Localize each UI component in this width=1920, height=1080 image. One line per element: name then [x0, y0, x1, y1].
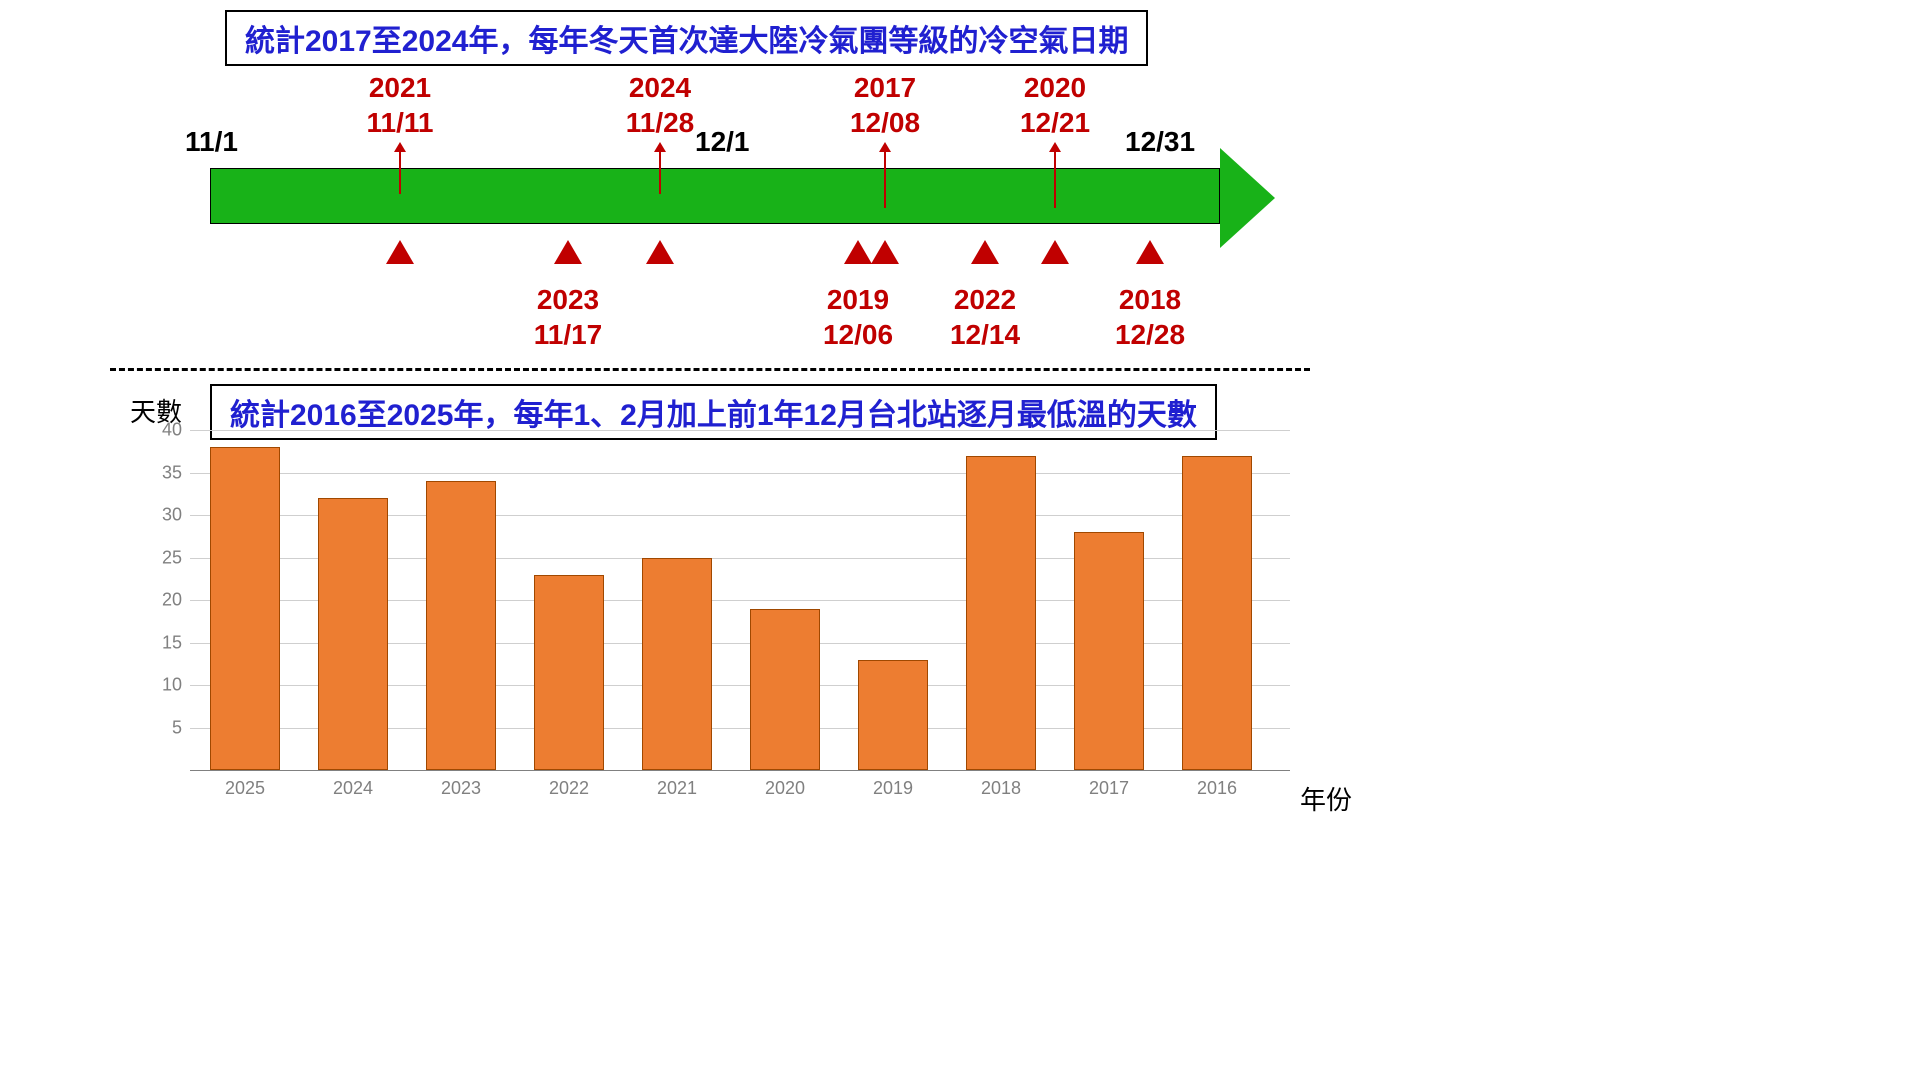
timeline-event-below: 201912/06: [798, 282, 918, 352]
y-tick-label: 5: [172, 717, 190, 738]
y-tick-label: 25: [162, 547, 190, 568]
event-date: 11/17: [508, 317, 628, 352]
x-tick-label: 2022: [549, 770, 589, 799]
timeline-start-label: 11/1: [185, 126, 238, 158]
y-tick-label: 15: [162, 632, 190, 653]
x-tick-label: 2020: [765, 770, 805, 799]
timeline-event-above: 201712/08: [825, 70, 945, 208]
chart-bar: [1182, 456, 1252, 771]
event-date: 11/28: [600, 105, 720, 140]
chart-bar: [858, 660, 928, 771]
event-year: 2023: [508, 282, 628, 317]
chart-bar: [642, 558, 712, 771]
timeline-arrow-head: [1220, 148, 1275, 248]
event-year: 2024: [600, 70, 720, 105]
timeline-event-below: 202311/17: [508, 282, 628, 352]
event-year: 2017: [825, 70, 945, 105]
event-date: 12/28: [1090, 317, 1210, 352]
event-date: 12/14: [925, 317, 1045, 352]
event-year: 2022: [925, 282, 1045, 317]
y-tick-label: 10: [162, 675, 190, 696]
chart-bar: [210, 447, 280, 770]
event-date: 12/08: [825, 105, 945, 140]
event-arrow-head: [1049, 142, 1061, 152]
event-year: 2020: [995, 70, 1115, 105]
timeline-event-below: 201812/28: [1090, 282, 1210, 352]
x-tick-label: 2024: [333, 770, 373, 799]
timeline-event-above: 202111/11: [340, 70, 460, 194]
event-line: [1054, 152, 1056, 208]
triangle-marker-icon: [554, 240, 582, 264]
event-date: 11/11: [340, 105, 460, 140]
event-year: 2019: [798, 282, 918, 317]
bar-chart: 5101520253035402025202420232022202120202…: [190, 430, 1290, 800]
event-line: [884, 152, 886, 208]
y-tick-label: 20: [162, 590, 190, 611]
timeline-event-below: 202212/14: [925, 282, 1045, 352]
event-arrow-head: [394, 142, 406, 152]
event-arrow-head: [654, 142, 666, 152]
chart-plot-area: 5101520253035402025202420232022202120202…: [190, 430, 1290, 770]
timeline-event-above: 202012/21: [995, 70, 1115, 208]
y-tick-label: 35: [162, 462, 190, 483]
event-arrow-head: [879, 142, 891, 152]
event-line: [399, 152, 401, 194]
triangle-marker-icon: [1136, 240, 1164, 264]
x-axis-label: 年份: [1300, 780, 1352, 817]
event-year: 2021: [340, 70, 460, 105]
chart-gridline: [190, 473, 1290, 474]
triangle-marker-icon: [971, 240, 999, 264]
x-tick-label: 2018: [981, 770, 1021, 799]
chart-bar: [966, 456, 1036, 771]
y-tick-label: 30: [162, 505, 190, 526]
y-tick-label: 40: [162, 420, 190, 441]
timeline-event-above: 202411/28: [600, 70, 720, 194]
chart-bar: [534, 575, 604, 771]
event-line: [659, 152, 661, 194]
triangle-marker-icon: [1041, 240, 1069, 264]
event-year: 2018: [1090, 282, 1210, 317]
chart-bar: [750, 609, 820, 771]
x-tick-label: 2019: [873, 770, 913, 799]
x-tick-label: 2021: [657, 770, 697, 799]
triangle-marker-icon: [386, 240, 414, 264]
triangle-marker-icon: [646, 240, 674, 264]
event-date: 12/06: [798, 317, 918, 352]
section-divider: [110, 368, 1310, 371]
triangle-marker-icon: [844, 240, 872, 264]
x-tick-label: 2016: [1197, 770, 1237, 799]
triangle-marker-icon: [871, 240, 899, 264]
chart-gridline: [190, 430, 1290, 431]
timeline-end-label: 12/31: [1125, 126, 1195, 158]
chart-bar: [318, 498, 388, 770]
x-tick-label: 2023: [441, 770, 481, 799]
chart-bar: [1074, 532, 1144, 770]
x-tick-label: 2017: [1089, 770, 1129, 799]
x-tick-label: 2025: [225, 770, 265, 799]
event-date: 12/21: [995, 105, 1115, 140]
chart-bar: [426, 481, 496, 770]
top-title: 統計2017至2024年，每年冬天首次達大陸冷氣團等級的冷空氣日期: [225, 10, 1148, 66]
